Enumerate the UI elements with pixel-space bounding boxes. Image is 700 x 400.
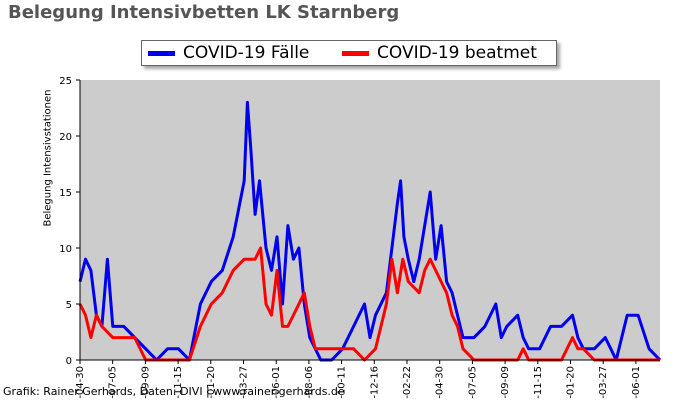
x-tick-label-7: -08-06 [304, 366, 315, 399]
y-tick-label-10: 10 [59, 244, 72, 255]
x-tick-label-1: -07-05 [108, 366, 119, 399]
footer-credit: Grafik: Rainer Gerhards, Daten: DIVI | w… [3, 385, 345, 398]
x-tick-label-15: -01-20 [566, 366, 577, 399]
legend: COVID-19 Fälle COVID-19 beatmet [141, 40, 557, 66]
legend-label-faelle: COVID-19 Fälle [183, 43, 310, 63]
legend-item-faelle: COVID-19 Fälle [148, 41, 309, 65]
x-tick-label-3: -11-15 [173, 366, 184, 399]
chart-title: Belegung Intensivbetten LK Starnberg [8, 2, 400, 23]
x-tick-label-9: -12-16 [369, 366, 380, 399]
x-tick-label-6: -06-01 [271, 366, 282, 399]
series-line-0 [78, 100, 662, 362]
x-tick-label-4: -01-20 [206, 366, 217, 399]
legend-label-beatmet: COVID-19 beatmet [377, 43, 537, 63]
legend-swatch-faelle [148, 50, 175, 56]
y-tick-label-20: 20 [59, 132, 72, 143]
x-tick-label-10: -02-22 [402, 366, 413, 399]
y-tick-label-5: 5 [66, 300, 72, 311]
x-tick-label-13: -09-09 [500, 366, 511, 399]
x-tick-label-17: -06-01 [631, 366, 642, 399]
x-tick-label-0: -04-30 [75, 366, 86, 399]
plot-area [80, 80, 660, 360]
y-tick-label-25: 25 [59, 76, 72, 87]
x-tick-label-16: -03-27 [598, 366, 609, 399]
x-tick-label-14: -11-15 [533, 366, 544, 399]
x-tick-label-8: -10-11 [337, 366, 348, 399]
y-tick-label-15: 15 [59, 188, 72, 199]
x-tick-label-2: -09-09 [140, 366, 151, 399]
legend-item-beatmet: COVID-19 beatmet [342, 41, 537, 65]
x-tick-label-12: -07-05 [467, 366, 478, 399]
x-tick-label-11: -04-30 [435, 366, 446, 399]
legend-swatch-beatmet [342, 50, 369, 56]
y-tick-label-0: 0 [66, 356, 72, 367]
x-tick-label-5: -03-27 [239, 366, 250, 399]
